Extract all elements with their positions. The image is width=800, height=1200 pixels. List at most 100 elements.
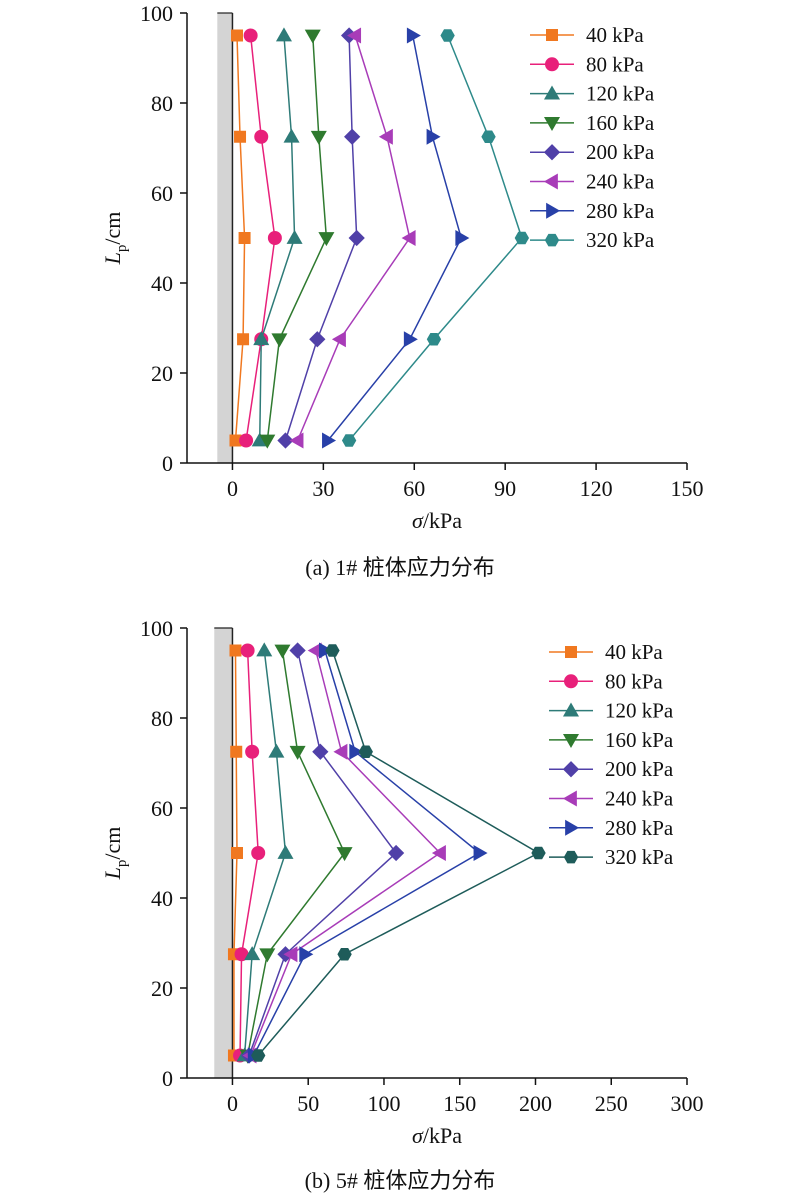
legend-label: 160 kPa [586,111,655,135]
y-tick-label: 0 [162,451,173,476]
series-line [327,35,463,441]
legend-label: 40 kPa [586,23,644,47]
series-320-kPa [341,29,530,447]
data-point [322,432,337,449]
data-point [347,27,362,44]
data-point [336,847,353,862]
data-point [254,129,269,144]
figure-caption: (a) 1# 桩体应力分布 [305,555,494,580]
data-point [283,946,298,963]
data-point [289,432,304,449]
data-point [514,231,530,245]
data-point [237,333,250,346]
data-point [277,844,294,859]
y-tick-label: 20 [151,361,173,386]
data-point [387,844,405,862]
legend-label: 80 kPa [586,52,644,76]
data-point [277,432,294,449]
legend-label: 320 kPa [605,845,674,869]
data-point [231,847,243,859]
data-point [244,946,261,961]
legend-marker [546,202,561,219]
data-point [286,229,303,244]
data-point [310,130,327,145]
data-point [275,27,292,42]
data-point [245,744,260,759]
data-point [531,846,546,860]
x-tick-label: 50 [297,1091,319,1116]
x-tick-label: 100 [367,1091,400,1116]
legend-label: 320 kPa [586,228,655,252]
legend-entry: 120 kPa [530,82,655,106]
legend-label: 200 kPa [586,140,655,164]
data-point [318,232,335,247]
legend-entry: 160 kPa [530,111,655,135]
data-point [401,229,416,247]
series-280-kPa [322,27,470,449]
data-point [431,844,446,862]
legend-label: 280 kPa [605,816,674,840]
legend-marker [562,734,580,749]
legend-label: 120 kPa [605,699,674,723]
x-tick-label: 300 [671,1091,704,1116]
legend-entry: 120 kPa [549,699,674,723]
legend-entry: 80 kPa [549,669,663,693]
series-200-kPa [240,642,405,1064]
data-point [267,231,282,245]
data-point [271,333,288,348]
data-point [230,745,243,758]
data-point [426,128,441,145]
data-point [283,128,300,143]
series-240-kPa [289,27,416,449]
data-point [243,28,258,43]
data-point [426,333,442,346]
data-point [251,846,266,860]
legend-marker [562,790,577,807]
legend-entry: 240 kPa [549,787,674,811]
y-tick-label: 100 [140,616,173,641]
x-tick-label: 0 [227,476,238,501]
data-point [481,130,496,143]
y-tick-label: 60 [151,796,173,821]
series-320-kPa [251,644,546,1062]
legend-marker [543,144,561,161]
pile-body [217,13,233,463]
x-axis-label: σ/kPa [412,508,462,533]
data-point [239,433,254,448]
data-point [341,434,357,447]
x-tick-label: 250 [595,1091,628,1116]
x-tick-label: 30 [312,476,334,501]
data-point [312,743,329,760]
data-point [358,745,373,758]
data-point [240,643,255,658]
x-tick-label: 60 [403,476,425,501]
y-tick-label: 40 [151,886,173,911]
data-point [331,331,346,348]
legend-label: 160 kPa [605,728,674,752]
x-tick-label: 200 [519,1091,552,1116]
data-point [440,29,455,42]
series-200-kPa [277,27,365,449]
legend-marker [543,173,558,190]
y-tick-label: 20 [151,976,173,1001]
legend-label: 280 kPa [586,199,655,223]
legend-label: 80 kPa [605,669,663,693]
data-point [455,229,470,247]
legend-marker [565,819,580,836]
x-axis-label: σ/kPa [412,1123,462,1148]
data-point [348,229,365,247]
legend-marker [562,702,580,717]
y-axis-label: Lp/cm [100,827,130,881]
legend-label: 240 kPa [605,787,674,811]
data-point [349,743,364,760]
data-point [253,331,270,346]
legend-label: 120 kPa [586,82,655,106]
legend-marker [544,233,560,247]
y-tick-label: 60 [151,181,173,206]
chart-panel-2: 0 50 100 150 200 250 300 0 20 40 60 80 100 σ/kPa Lp/cm… [100,616,704,1193]
legend-entry: 240 kPa [530,170,655,194]
data-point [289,745,306,760]
data-point [274,644,291,659]
figure-caption: (b) 5# 桩体应力分布 [305,1168,496,1193]
